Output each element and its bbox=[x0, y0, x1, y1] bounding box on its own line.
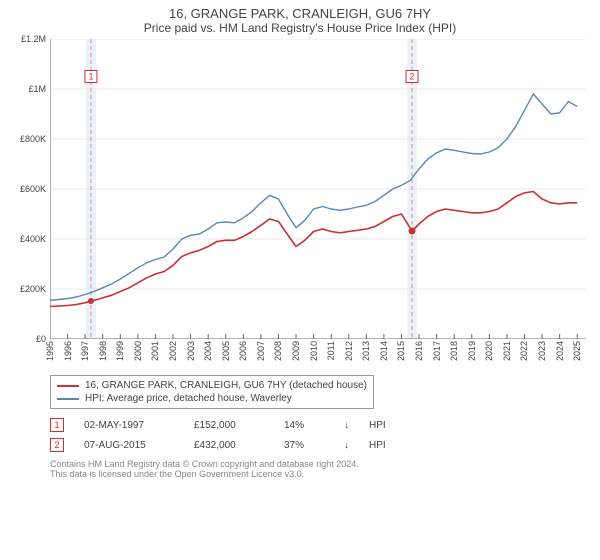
x-tick-label: 2010 bbox=[309, 341, 319, 361]
x-tick-label: 1998 bbox=[98, 341, 108, 361]
x-tick-label: 2009 bbox=[291, 341, 301, 361]
sale-price: £152,000 bbox=[194, 420, 264, 431]
y-tick-label: £400K bbox=[20, 234, 46, 244]
x-tick-label: 2012 bbox=[344, 341, 354, 361]
title-line-1: 16, GRANGE PARK, CRANLEIGH, GU6 7HY bbox=[10, 6, 590, 21]
x-tick-label: 2025 bbox=[572, 341, 582, 361]
y-tick-label: £200K bbox=[20, 284, 46, 294]
chart-area: £0£200K£400K£600K£800K£1M£1.2M 12 199519… bbox=[10, 39, 590, 369]
footnote-line: Contains HM Land Registry data © Crown c… bbox=[50, 459, 590, 469]
arrow-down-icon: ↓ bbox=[344, 420, 349, 431]
x-tick-label: 2016 bbox=[414, 341, 424, 361]
sale-marker: 1 bbox=[50, 418, 64, 432]
x-tick-label: 2002 bbox=[168, 341, 178, 361]
legend-row: HPI: Average price, detached house, Wave… bbox=[57, 392, 367, 405]
sale-pct: 37% bbox=[284, 440, 324, 451]
arrow-down-icon: ↓ bbox=[344, 440, 349, 451]
legend-swatch bbox=[57, 398, 79, 400]
y-axis-labels: £0£200K£400K£600K£800K£1M£1.2M bbox=[10, 39, 48, 339]
x-tick-label: 1995 bbox=[45, 341, 55, 361]
x-tick-label: 1996 bbox=[63, 341, 73, 361]
x-tick-label: 1997 bbox=[80, 341, 90, 361]
x-tick-label: 1999 bbox=[115, 341, 125, 361]
sale-hpi-label: HPI bbox=[369, 440, 386, 451]
legend-row: 16, GRANGE PARK, CRANLEIGH, GU6 7HY (det… bbox=[57, 379, 367, 392]
sale-date: 07-AUG-2015 bbox=[84, 440, 174, 451]
x-tick-label: 2021 bbox=[502, 341, 512, 361]
x-tick-label: 2007 bbox=[256, 341, 266, 361]
svg-text:2: 2 bbox=[410, 72, 415, 82]
legend-label: 16, GRANGE PARK, CRANLEIGH, GU6 7HY (det… bbox=[85, 380, 367, 391]
x-tick-label: 2018 bbox=[449, 341, 459, 361]
x-tick-label: 2004 bbox=[203, 341, 213, 361]
x-tick-label: 2005 bbox=[221, 341, 231, 361]
sale-date: 02-MAY-1997 bbox=[84, 420, 174, 431]
y-tick-label: £800K bbox=[20, 134, 46, 144]
sale-hpi-label: HPI bbox=[369, 420, 386, 431]
x-tick-label: 2019 bbox=[467, 341, 477, 361]
chart-svg: 12 bbox=[50, 39, 586, 339]
x-tick-label: 2008 bbox=[273, 341, 283, 361]
x-tick-label: 2014 bbox=[379, 341, 389, 361]
x-tick-label: 2024 bbox=[555, 341, 565, 361]
x-tick-label: 2000 bbox=[133, 341, 143, 361]
sale-pct: 14% bbox=[284, 420, 324, 431]
legend: 16, GRANGE PARK, CRANLEIGH, GU6 7HY (det… bbox=[50, 375, 374, 409]
x-tick-label: 2003 bbox=[186, 341, 196, 361]
x-tick-label: 2023 bbox=[537, 341, 547, 361]
sales-row: 2 07-AUG-2015 £432,000 37% ↓ HPI bbox=[50, 435, 590, 455]
y-tick-label: £600K bbox=[20, 184, 46, 194]
sales-row: 1 02-MAY-1997 £152,000 14% ↓ HPI bbox=[50, 415, 590, 435]
x-axis-labels: 1995199619971998199920002001200220032004… bbox=[50, 339, 586, 369]
y-tick-label: £1M bbox=[28, 84, 46, 94]
x-tick-label: 2006 bbox=[238, 341, 248, 361]
legend-swatch bbox=[57, 385, 79, 387]
y-tick-label: £1.2M bbox=[21, 34, 46, 44]
title-line-2: Price paid vs. HM Land Registry's House … bbox=[10, 21, 590, 35]
x-tick-label: 2020 bbox=[484, 341, 494, 361]
x-tick-label: 2022 bbox=[519, 341, 529, 361]
x-tick-label: 2011 bbox=[326, 341, 336, 360]
sale-price: £432,000 bbox=[194, 440, 264, 451]
footnote-line: This data is licensed under the Open Gov… bbox=[50, 469, 590, 479]
x-tick-label: 2017 bbox=[432, 341, 442, 361]
sales-table: 1 02-MAY-1997 £152,000 14% ↓ HPI 2 07-AU… bbox=[50, 415, 590, 455]
sale-marker: 2 bbox=[50, 438, 64, 452]
x-tick-label: 2015 bbox=[396, 341, 406, 361]
x-tick-label: 2013 bbox=[361, 341, 371, 361]
svg-text:1: 1 bbox=[88, 72, 93, 82]
footnotes: Contains HM Land Registry data © Crown c… bbox=[50, 459, 590, 479]
legend-label: HPI: Average price, detached house, Wave… bbox=[85, 393, 292, 404]
x-tick-label: 2001 bbox=[150, 341, 160, 361]
chart-plot: 12 bbox=[50, 39, 590, 339]
